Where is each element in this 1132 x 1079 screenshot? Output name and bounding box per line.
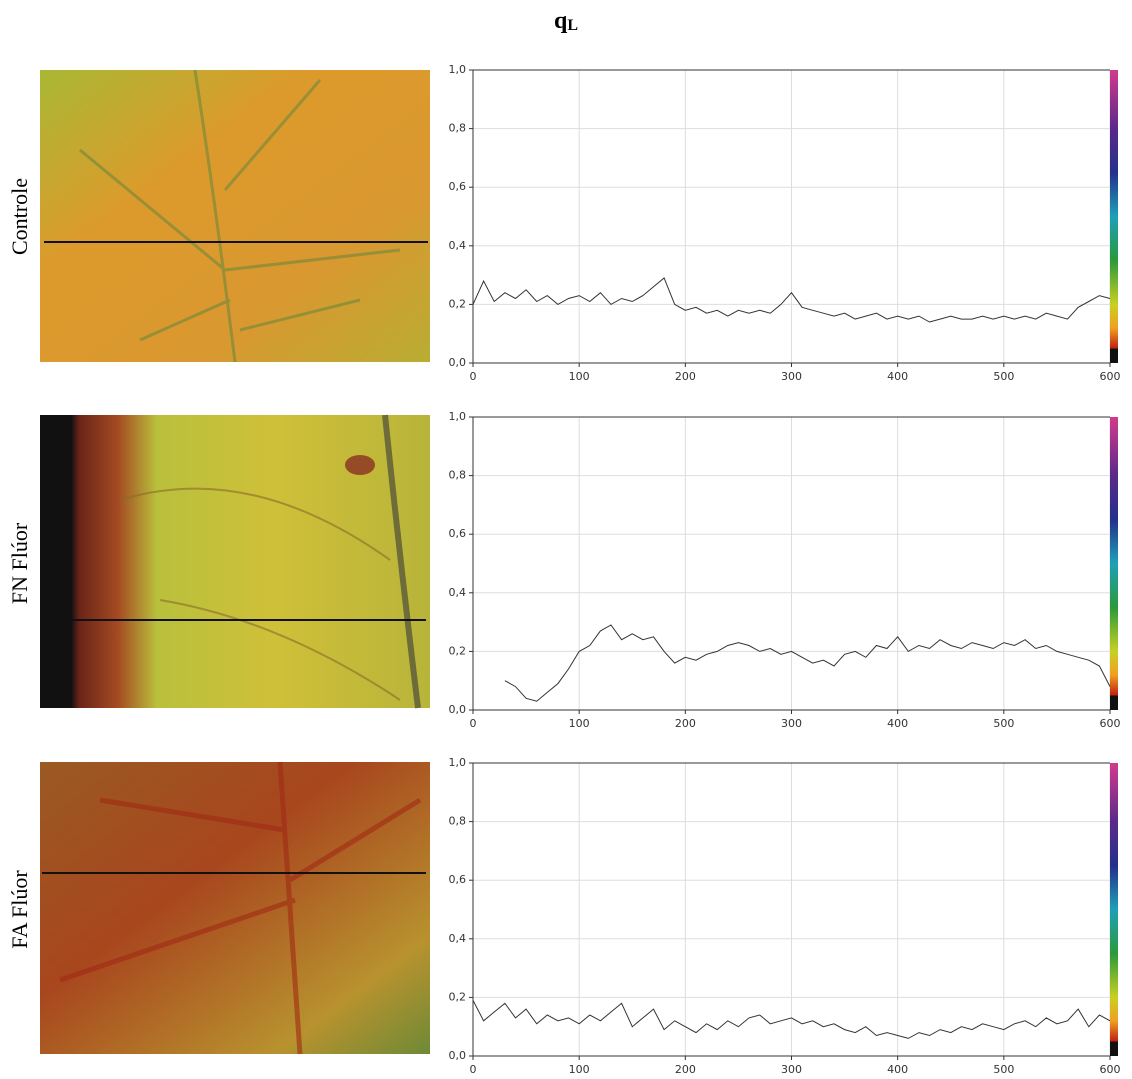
leaf-image (40, 414, 430, 709)
y-tick-label: 0,8 (449, 815, 467, 828)
figure-title: qL (554, 8, 578, 34)
x-tick-label: 500 (993, 370, 1014, 383)
row-label: FA Flúor (7, 870, 32, 949)
title-main: q (554, 8, 568, 34)
y-tick-label: 0,8 (449, 122, 467, 135)
y-tick-label: 0,0 (449, 703, 467, 716)
color-scale (1110, 763, 1118, 1056)
y-tick-label: 0,6 (449, 527, 467, 540)
x-tick-label: 600 (1100, 370, 1121, 383)
x-tick-label: 200 (675, 370, 696, 383)
x-tick-label: 400 (887, 717, 908, 730)
title-subscript: L (567, 17, 578, 34)
x-tick-label: 300 (781, 717, 802, 730)
y-tick-label: 0,4 (449, 932, 467, 945)
x-tick-label: 100 (569, 370, 590, 383)
y-tick-label: 1,0 (449, 63, 467, 76)
x-tick-label: 200 (675, 717, 696, 730)
y-tick-label: 1,0 (449, 410, 467, 423)
x-tick-label: 600 (1100, 1063, 1121, 1076)
y-tick-label: 0,0 (449, 1049, 467, 1062)
data-line (504, 624, 1111, 702)
color-scale (1110, 70, 1118, 363)
y-tick-label: 0,4 (449, 239, 467, 252)
x-tick-label: 200 (675, 1063, 696, 1076)
x-tick-label: 300 (781, 370, 802, 383)
color-scale (1110, 417, 1118, 710)
x-tick-label: 400 (887, 370, 908, 383)
data-line (472, 1000, 1111, 1039)
y-tick-label: 0,4 (449, 586, 467, 599)
y-tick-label: 0,6 (449, 873, 467, 886)
x-tick-label: 0 (470, 370, 477, 383)
x-tick-label: 300 (781, 1063, 802, 1076)
leaf-image (40, 761, 430, 1055)
row-label: Controle (7, 178, 32, 255)
x-tick-label: 0 (470, 1063, 477, 1076)
y-tick-label: 0,0 (449, 356, 467, 369)
y-tick-label: 0,8 (449, 469, 467, 482)
x-tick-label: 100 (569, 717, 590, 730)
data-line (472, 277, 1111, 323)
y-tick-label: 1,0 (449, 756, 467, 769)
row-label: FN Flúor (7, 522, 32, 604)
x-tick-label: 400 (887, 1063, 908, 1076)
y-tick-label: 0,2 (449, 990, 467, 1003)
x-tick-label: 500 (993, 1063, 1014, 1076)
x-tick-label: 100 (569, 1063, 590, 1076)
leaf-image (40, 69, 430, 363)
x-tick-label: 600 (1100, 717, 1121, 730)
y-tick-label: 0,2 (449, 297, 467, 310)
y-tick-label: 0,2 (449, 644, 467, 657)
x-tick-label: 0 (470, 717, 477, 730)
y-tick-label: 0,6 (449, 180, 467, 193)
x-tick-label: 500 (993, 717, 1014, 730)
